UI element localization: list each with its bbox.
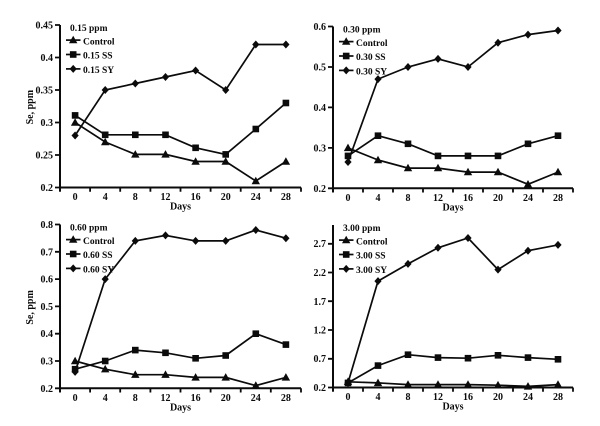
svg-text:3.00 SY: 3.00 SY: [356, 266, 387, 276]
svg-text:Control: Control: [356, 237, 388, 247]
svg-text:3.00 ppm: 3.00 ppm: [343, 224, 381, 234]
svg-text:16: 16: [463, 392, 473, 403]
svg-text:12: 12: [161, 393, 171, 404]
svg-text:0.6: 0.6: [314, 22, 327, 33]
svg-text:3.00 SS: 3.00 SS: [356, 252, 386, 262]
svg-text:Days: Days: [170, 403, 191, 414]
svg-text:28: 28: [281, 393, 291, 404]
svg-text:8: 8: [406, 193, 411, 204]
svg-text:4: 4: [103, 393, 108, 404]
svg-text:8: 8: [133, 192, 138, 203]
svg-text:0.4: 0.4: [41, 329, 54, 340]
svg-text:0.15 SY: 0.15 SY: [83, 66, 114, 76]
svg-text:0.15 SS: 0.15 SS: [83, 52, 113, 62]
svg-text:0: 0: [73, 393, 78, 404]
svg-text:28: 28: [553, 193, 563, 204]
svg-text:0.30 SS: 0.30 SS: [356, 53, 386, 63]
svg-text:0: 0: [73, 192, 78, 203]
svg-text:2.7: 2.7: [314, 239, 327, 250]
svg-text:0.35: 0.35: [36, 86, 54, 97]
svg-text:0.5: 0.5: [314, 63, 327, 74]
svg-text:0.60 SY: 0.60 SY: [83, 266, 114, 276]
svg-text:12: 12: [161, 192, 171, 203]
svg-text:0.7: 0.7: [41, 247, 54, 258]
svg-text:0.4: 0.4: [314, 103, 327, 114]
svg-text:16: 16: [191, 192, 201, 203]
svg-text:0.2: 0.2: [41, 384, 54, 395]
svg-text:8: 8: [406, 392, 411, 403]
svg-text:0.30 SY: 0.30 SY: [356, 68, 387, 78]
svg-text:28: 28: [553, 392, 563, 403]
svg-text:Days: Days: [442, 203, 463, 214]
svg-text:28: 28: [281, 192, 291, 203]
svg-text:0.30 ppm: 0.30 ppm: [343, 26, 381, 36]
svg-text:0.60 ppm: 0.60 ppm: [70, 224, 108, 234]
svg-text:0.2: 0.2: [314, 184, 327, 195]
svg-text:0.6: 0.6: [41, 275, 54, 286]
svg-text:Se, ppm: Se, ppm: [25, 290, 36, 325]
svg-text:2.2: 2.2: [314, 268, 327, 279]
svg-text:20: 20: [221, 393, 231, 404]
svg-text:0.4: 0.4: [41, 53, 54, 64]
svg-text:16: 16: [463, 193, 473, 204]
svg-text:20: 20: [221, 192, 231, 203]
svg-text:0.5: 0.5: [41, 302, 54, 313]
svg-text:4: 4: [376, 392, 381, 403]
svg-text:0.3: 0.3: [314, 143, 327, 154]
svg-text:8: 8: [133, 393, 138, 404]
svg-text:12: 12: [433, 193, 443, 204]
svg-text:Days: Days: [442, 402, 463, 413]
svg-text:0.2: 0.2: [41, 183, 54, 194]
svg-text:Control: Control: [83, 37, 115, 47]
svg-text:0.8: 0.8: [41, 220, 54, 231]
svg-text:0.3: 0.3: [41, 118, 54, 129]
svg-text:4: 4: [103, 192, 108, 203]
svg-text:0.25: 0.25: [36, 151, 54, 162]
svg-text:12: 12: [433, 392, 443, 403]
svg-text:0: 0: [346, 193, 351, 204]
svg-text:Days: Days: [170, 202, 191, 213]
svg-text:0.3: 0.3: [41, 357, 54, 368]
svg-text:24: 24: [251, 393, 261, 404]
svg-text:0.15 ppm: 0.15 ppm: [70, 24, 108, 34]
svg-text:Se, ppm: Se, ppm: [25, 89, 36, 124]
svg-text:1.2: 1.2: [314, 326, 327, 337]
svg-text:24: 24: [523, 392, 533, 403]
svg-text:1.7: 1.7: [314, 297, 327, 308]
svg-text:0.7: 0.7: [314, 354, 327, 365]
svg-text:Control: Control: [83, 237, 115, 247]
svg-text:24: 24: [523, 193, 533, 204]
svg-text:4: 4: [376, 193, 381, 204]
svg-text:16: 16: [191, 393, 201, 404]
svg-text:24: 24: [251, 192, 261, 203]
svg-text:Control: Control: [356, 39, 388, 49]
svg-text:20: 20: [493, 193, 503, 204]
svg-text:0.60 SS: 0.60 SS: [83, 251, 113, 261]
svg-text:0.2: 0.2: [314, 383, 327, 394]
svg-text:0.45: 0.45: [36, 21, 54, 32]
svg-text:20: 20: [493, 392, 503, 403]
svg-text:0: 0: [346, 392, 351, 403]
